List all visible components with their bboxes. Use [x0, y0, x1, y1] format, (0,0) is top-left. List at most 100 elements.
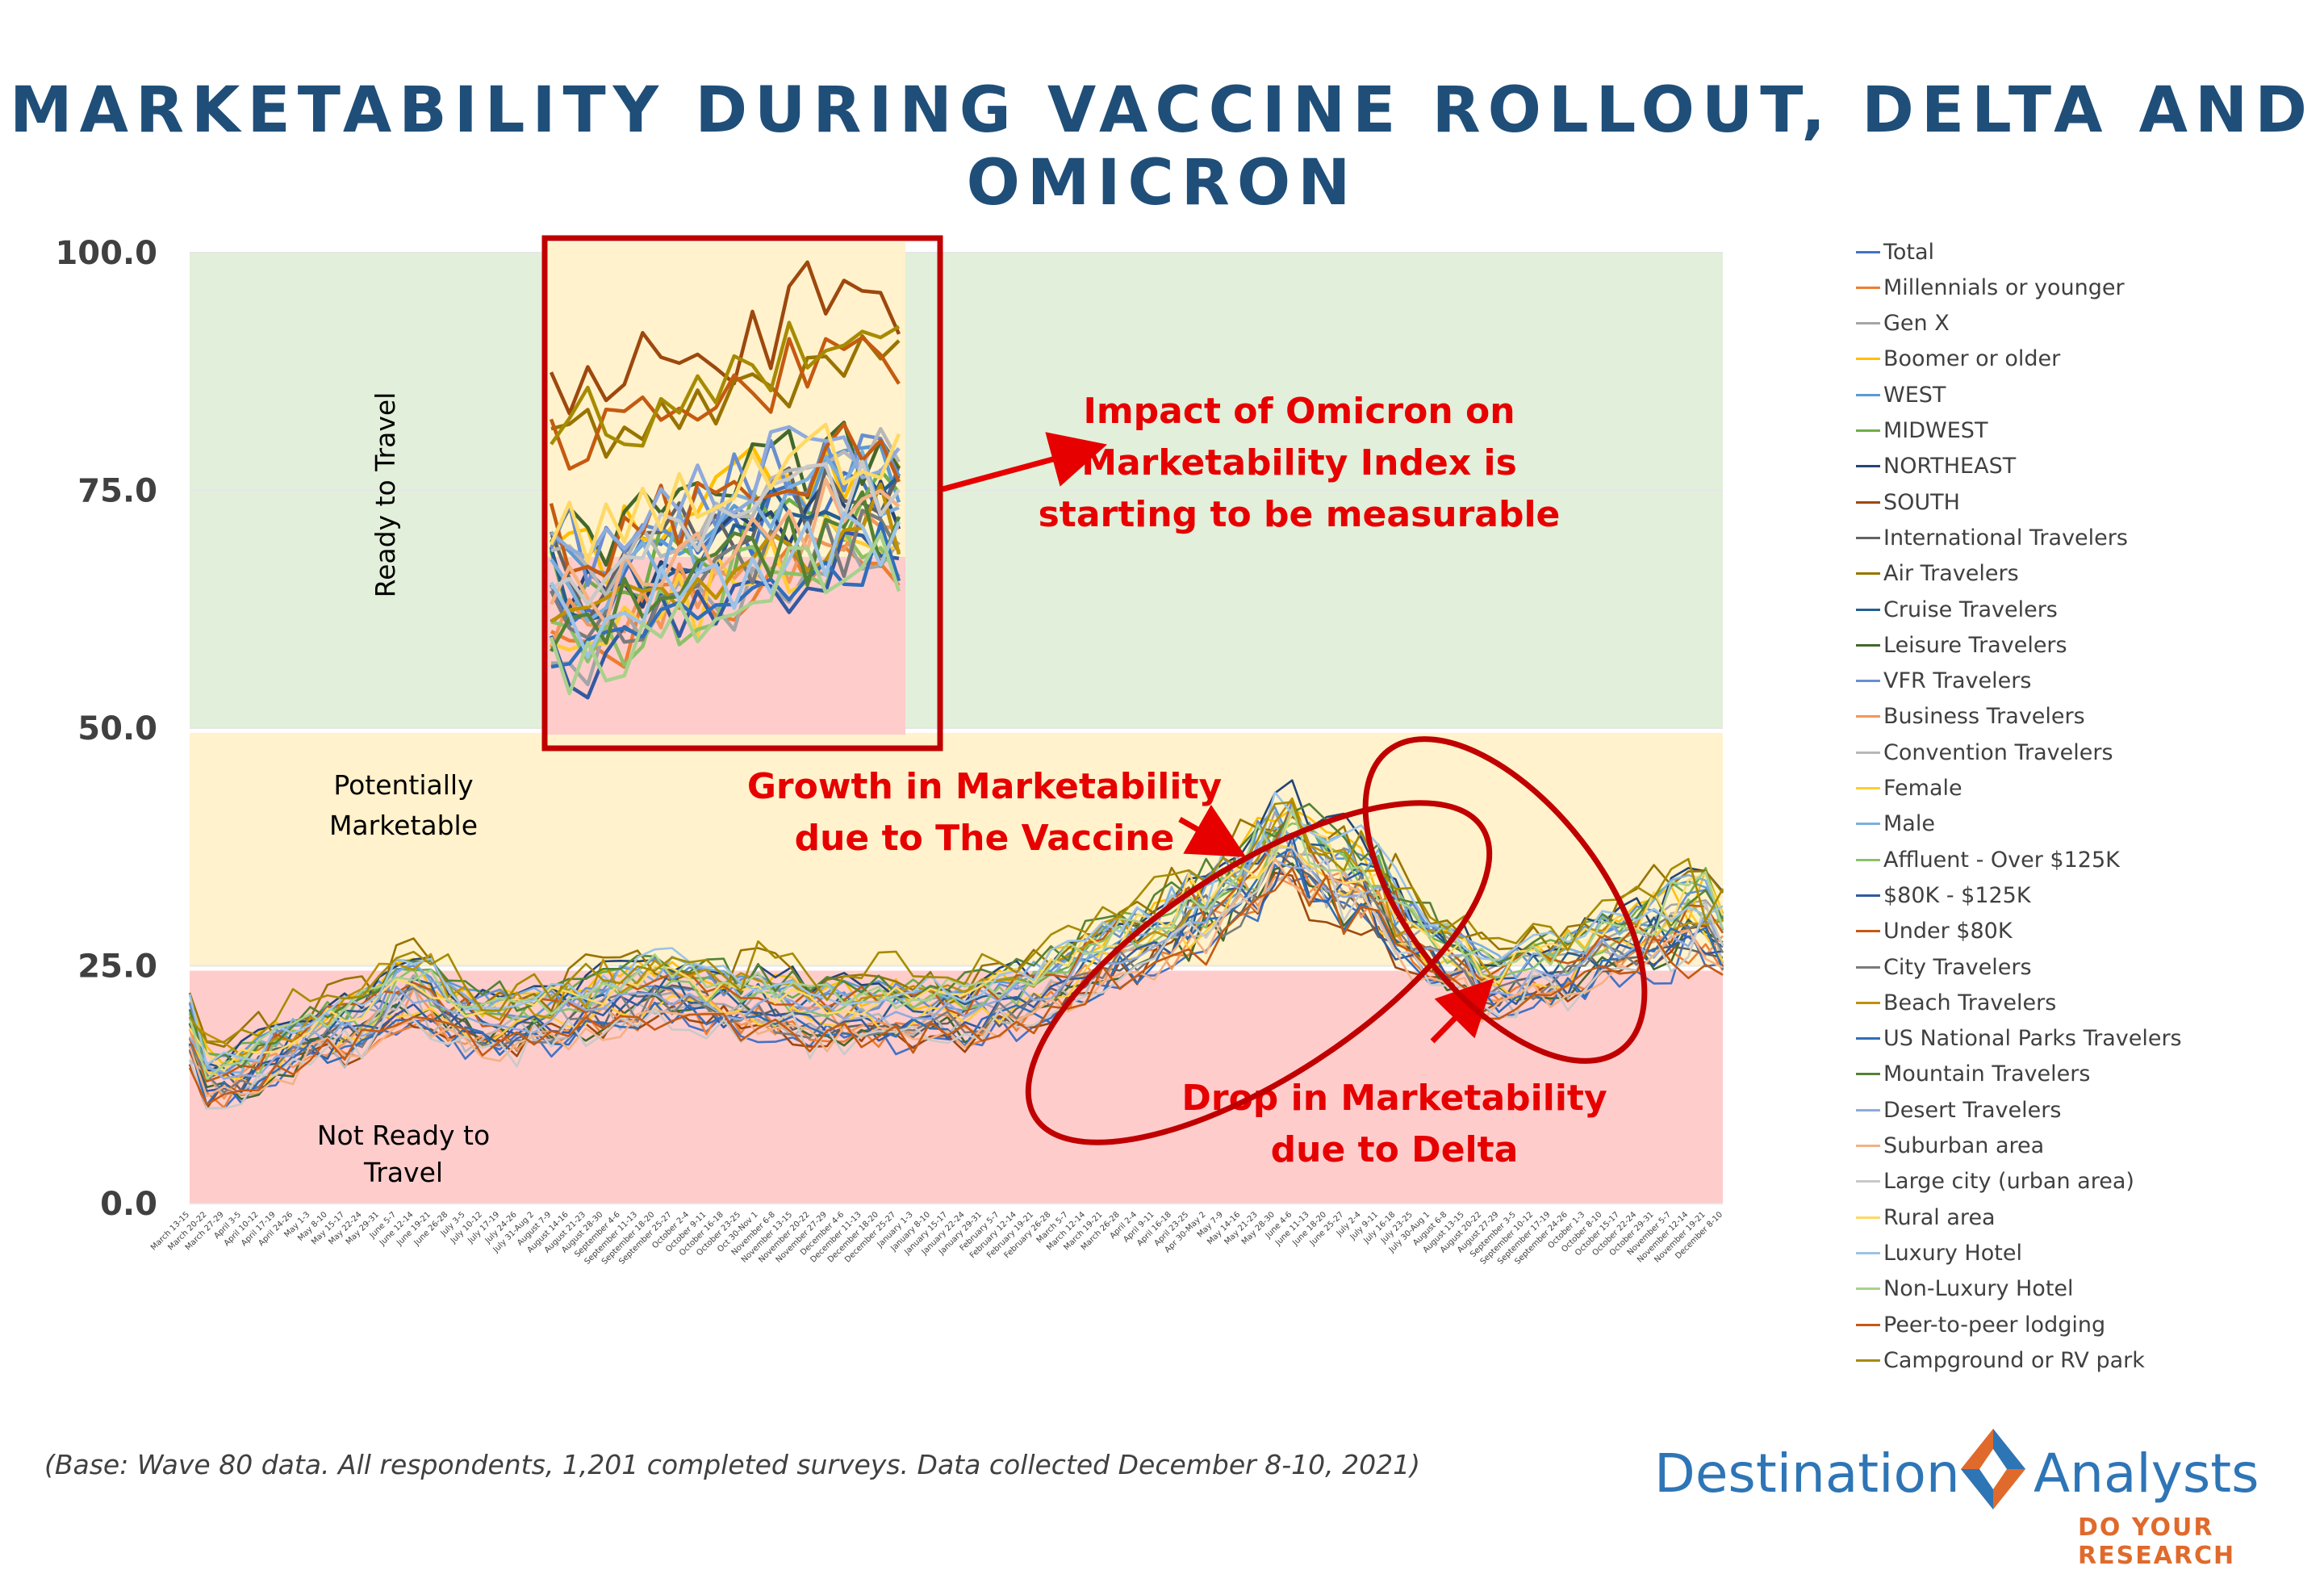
- legend-label: NORTHEAST: [1883, 454, 2017, 479]
- legend-label: Peer-to-peer lodging: [1883, 1312, 2106, 1338]
- legend-label: SOUTH: [1883, 489, 1960, 515]
- legend-item: Suburban area: [1856, 1128, 2044, 1164]
- legend-item: Beach Travelers: [1856, 985, 2056, 1020]
- vaccine-growth-ring: [1025, 800, 1493, 1145]
- legend-item: SOUTH: [1856, 484, 1960, 520]
- legend-swatch: [1856, 1251, 1880, 1254]
- logo-word-destination: Destination: [1654, 1442, 1960, 1505]
- legend-label: City Travelers: [1883, 954, 2032, 980]
- inset-series-line: [549, 531, 901, 696]
- legend-item: Peer-to-peer lodging: [1856, 1307, 2105, 1342]
- legend-swatch: [1856, 1359, 1880, 1362]
- legend-label: WEST: [1883, 382, 1946, 408]
- inset-series-line: [550, 320, 901, 448]
- series-line: [188, 855, 1724, 1094]
- zone-labels: Ready to Travel Potentially Marketable Not …: [317, 392, 490, 1188]
- legend-label: MIDWEST: [1883, 418, 1988, 443]
- legend-swatch: [1856, 965, 1880, 969]
- arrow-omicron: [942, 432, 1108, 492]
- legend-swatch: [1856, 823, 1880, 826]
- callout-delta: Drop in Marketability due to Delta: [1181, 1078, 1607, 1170]
- legend-swatch: [1856, 1216, 1880, 1219]
- legend-item: Non-Luxury Hotel: [1856, 1271, 2074, 1307]
- legend-label: Convention Travelers: [1883, 739, 2113, 765]
- legend-swatch: [1856, 1073, 1880, 1076]
- legend-label: Non-Luxury Hotel: [1883, 1276, 2074, 1302]
- legend-label: Affluent - Over $125K: [1883, 847, 2120, 873]
- legend-item: Boomer or older: [1856, 341, 2060, 377]
- legend-swatch: [1856, 608, 1880, 611]
- series-line: [188, 791, 1724, 1066]
- legend-label: Mountain Travelers: [1883, 1061, 2091, 1087]
- logo-word-analysts: Analysts: [2034, 1442, 2259, 1505]
- legend-label: Air Travelers: [1883, 561, 2019, 587]
- arrow-vaccine: [1178, 804, 1247, 857]
- legend-label: US National Parks Travelers: [1883, 1026, 2182, 1052]
- legend-label: Gen X: [1883, 311, 1950, 337]
- legend-swatch: [1856, 751, 1880, 754]
- y-tick-label: 50.0: [77, 710, 157, 747]
- legend-item: Cruise Travelers: [1856, 592, 2058, 627]
- legend-swatch: [1856, 429, 1880, 432]
- legend-item: Gen X: [1856, 306, 1950, 341]
- inset-series-line: [550, 459, 901, 606]
- legend-label: Suburban area: [1883, 1133, 2045, 1158]
- legend-swatch: [1856, 1287, 1880, 1291]
- y-tick-label: 0.0: [100, 1186, 157, 1223]
- series-line: [188, 811, 1724, 1072]
- callout-vaccine: Growth in Marketability due to The Vaccin…: [747, 766, 1222, 859]
- delta-drop-ring: [1362, 736, 1648, 1064]
- legend-swatch: [1856, 465, 1880, 468]
- legend-item: Mountain Travelers: [1856, 1057, 2090, 1092]
- zone-label-not-ready: Not Ready to Travel: [317, 1120, 490, 1188]
- y-tick-label: 75.0: [77, 473, 157, 510]
- legend-item: VFR Travelers: [1856, 664, 2031, 699]
- legend-label: Large city (urban area): [1883, 1169, 2134, 1195]
- y-tick-label: 100.0: [55, 235, 157, 272]
- legend-swatch: [1856, 643, 1880, 647]
- inset-series-line: [549, 422, 901, 579]
- inset-series-line: [549, 466, 901, 623]
- legend-swatch: [1856, 572, 1880, 576]
- legend-label: Cruise Travelers: [1883, 597, 2058, 622]
- inset-series-line: [550, 334, 901, 459]
- inset-series-line: [549, 422, 901, 564]
- logo-tagline: DO YOUR RESEARCH: [2078, 1513, 2236, 1570]
- legend-swatch: [1856, 858, 1880, 861]
- series-line: [188, 806, 1724, 1080]
- legend-swatch: [1856, 930, 1880, 933]
- legend-item: NORTHEAST: [1856, 449, 2016, 484]
- legend-item: Campground or RV park: [1856, 1342, 2145, 1378]
- legend-item: International Travelers: [1856, 520, 2128, 555]
- legend-item: Male: [1856, 806, 1935, 842]
- legend-label: Beach Travelers: [1883, 990, 2057, 1015]
- series-line: [188, 844, 1724, 1089]
- legend-swatch: [1856, 322, 1880, 325]
- legend-swatch: [1856, 536, 1880, 539]
- legend-item: $80K - $125K: [1856, 877, 2031, 913]
- chart-title: MARKETABILITY DURING VACCINE ROLLOUT, DE…: [9, 74, 2314, 220]
- annotations: Impact of Omicron on Marketability Index …: [747, 391, 1648, 1170]
- legend-label: Rural area: [1883, 1204, 1996, 1230]
- legend-swatch: [1856, 358, 1880, 361]
- zone-label-ready: Ready to Travel: [370, 392, 401, 598]
- legend-label: Boomer or older: [1883, 346, 2061, 372]
- legend-item: Air Travelers: [1856, 556, 2019, 592]
- legend-swatch: [1856, 1108, 1880, 1112]
- legend-item: Rural area: [1856, 1199, 1996, 1235]
- legend-label: Leisure Travelers: [1883, 632, 2067, 658]
- legend-item: Large city (urban area): [1856, 1164, 2134, 1199]
- legend-swatch: [1856, 787, 1880, 789]
- legend-label: Female: [1883, 776, 1962, 801]
- legend-item: City Travelers: [1856, 949, 2032, 985]
- series-line: [188, 844, 1724, 1080]
- legend-item: Affluent - Over $125K: [1856, 842, 2120, 877]
- legend-item: Total: [1856, 234, 1934, 270]
- inset-series-line: [550, 511, 901, 659]
- footnote: (Base: Wave 80 data. All respondents, 1,…: [44, 1449, 1420, 1480]
- zone-label-potential: Potentially Marketable: [329, 769, 478, 841]
- legend-swatch: [1856, 1323, 1880, 1326]
- legend-label: Total: [1883, 239, 1935, 265]
